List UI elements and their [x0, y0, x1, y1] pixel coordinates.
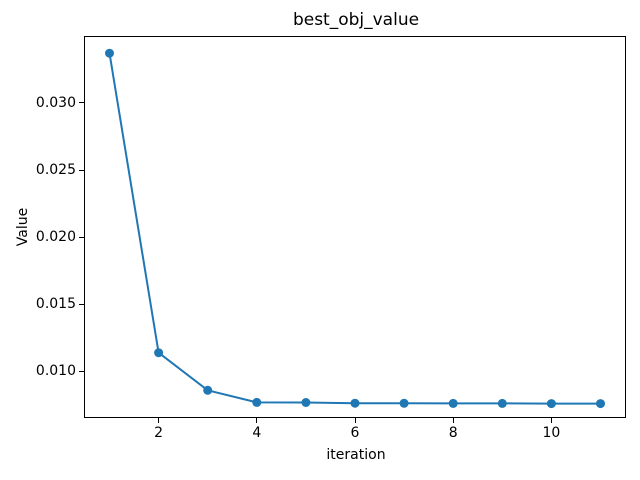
data-point-marker	[546, 399, 556, 409]
y-tick-mark	[79, 303, 84, 305]
x-tick-label: 8	[448, 425, 458, 441]
x-axis-label: iteration	[326, 447, 386, 463]
y-tick-mark	[79, 169, 84, 171]
data-point-marker	[252, 397, 262, 407]
x-tick-label: 4	[252, 425, 262, 441]
y-tick-label: 0.010	[35, 363, 76, 380]
data-point-marker	[448, 398, 458, 408]
chart-title: best_obj_value	[292, 10, 420, 30]
y-tick-label: 0.025	[35, 162, 76, 179]
data-point-marker	[105, 48, 114, 58]
y-tick-mark	[79, 102, 84, 104]
data-point-marker	[497, 398, 507, 408]
line-chart-canvas	[105, 48, 605, 409]
y-tick-mark	[79, 370, 84, 372]
data-line	[108, 53, 601, 405]
y-tick-label: 0.015	[35, 296, 76, 313]
y-tick-mark	[79, 236, 84, 238]
data-point-marker	[399, 398, 409, 408]
plot-area	[84, 36, 626, 418]
y-tick-label: 0.020	[35, 229, 76, 246]
x-tick-mark	[158, 418, 160, 423]
x-tick-mark	[354, 418, 356, 423]
x-tick-label: 10	[542, 425, 561, 441]
y-tick-label: 0.030	[35, 94, 76, 111]
data-point-marker	[203, 385, 213, 395]
x-tick-mark	[550, 418, 552, 423]
data-point-marker	[154, 348, 164, 358]
x-tick-label: 6	[350, 425, 360, 441]
x-tick-mark	[452, 418, 454, 423]
x-tick-mark	[256, 418, 258, 423]
data-point-marker	[596, 399, 605, 409]
x-tick-label: 2	[154, 425, 164, 441]
data-point-marker	[301, 398, 311, 407]
data-point-marker	[350, 398, 360, 408]
